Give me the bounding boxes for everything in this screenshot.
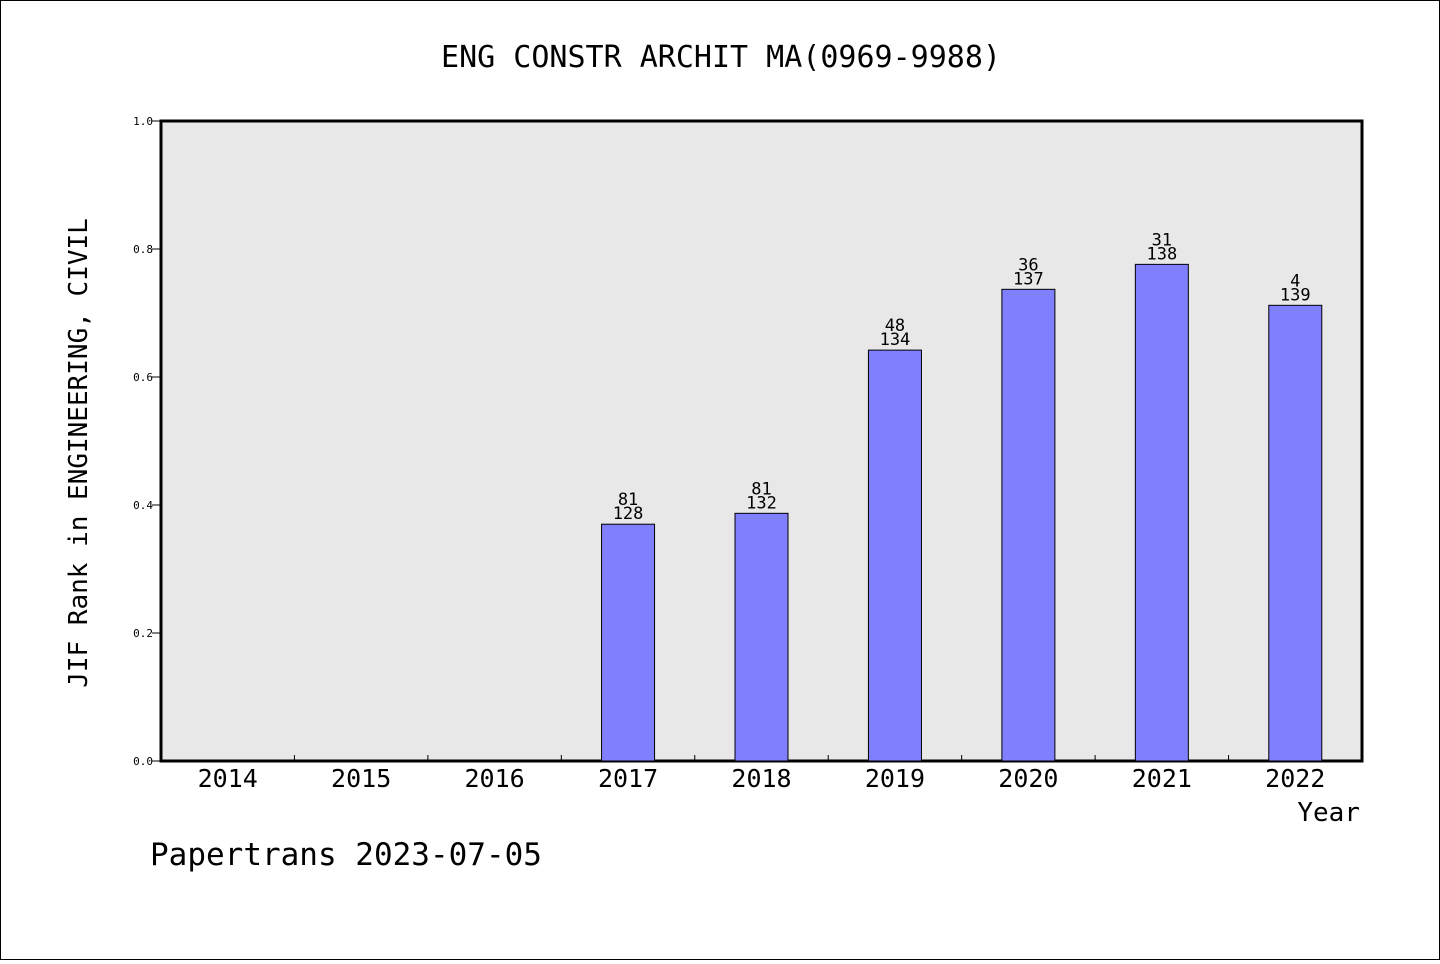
x-tick-label: 2018: [731, 764, 791, 793]
x-tick-label: 2014: [198, 764, 258, 793]
x-axis-label: Year: [1297, 798, 1360, 828]
bar-rank-label: 81: [751, 479, 771, 499]
bar: [1001, 288, 1056, 762]
bar-rank-label: 4: [1290, 271, 1300, 291]
chart-title: ENG CONSTR ARCHIT MA(0969-9988): [441, 40, 1001, 75]
x-tick-label: 2019: [865, 764, 925, 793]
bar: [734, 512, 789, 762]
bar: [1134, 263, 1189, 762]
bar-rank-label: 31: [1152, 230, 1172, 250]
x-tick-label: 2016: [465, 764, 525, 793]
bar: [867, 349, 922, 762]
y-tick-label: 0.0: [133, 755, 153, 768]
bar-total-label: 137: [1013, 269, 1044, 289]
y-axis-ticks: 0.0 0.2 0.4 0.6 0.8 1.0: [133, 115, 161, 768]
y-tick-label: 1.0: [133, 115, 153, 128]
footer-credit: Papertrans 2023-07-05: [150, 837, 542, 873]
x-tick-label: 2020: [998, 764, 1058, 793]
x-tick-label: 2021: [1132, 764, 1192, 793]
x-tick-label: 2015: [331, 764, 391, 793]
x-axis-ticks: 2014 2015 2016 2017 2018 2019 2020 2021 2022: [198, 755, 1325, 793]
bar: [1268, 304, 1323, 762]
x-tick-label: 2022: [1265, 764, 1325, 793]
bars: [601, 263, 1323, 762]
bar-total-label: 139: [1280, 285, 1311, 305]
bar-total-label: 134: [880, 330, 911, 350]
bar-rank-label: 81: [618, 490, 638, 510]
x-tick-label: 2017: [598, 764, 658, 793]
bar-total-label: 132: [746, 493, 777, 513]
y-tick-label: 0.2: [133, 627, 153, 640]
bar-rank-label: 36: [1018, 255, 1038, 275]
bar-total-label: 128: [613, 504, 644, 524]
y-tick-label: 0.8: [133, 243, 153, 256]
y-tick-label: 0.6: [133, 371, 153, 384]
bar-rank-label: 48: [885, 316, 905, 336]
bar-total-label: 138: [1146, 244, 1177, 264]
y-axis-label: JIF Rank in ENGINEERING, CIVIL: [64, 218, 94, 688]
bar: [601, 523, 656, 762]
y-tick-label: 0.4: [133, 499, 153, 512]
